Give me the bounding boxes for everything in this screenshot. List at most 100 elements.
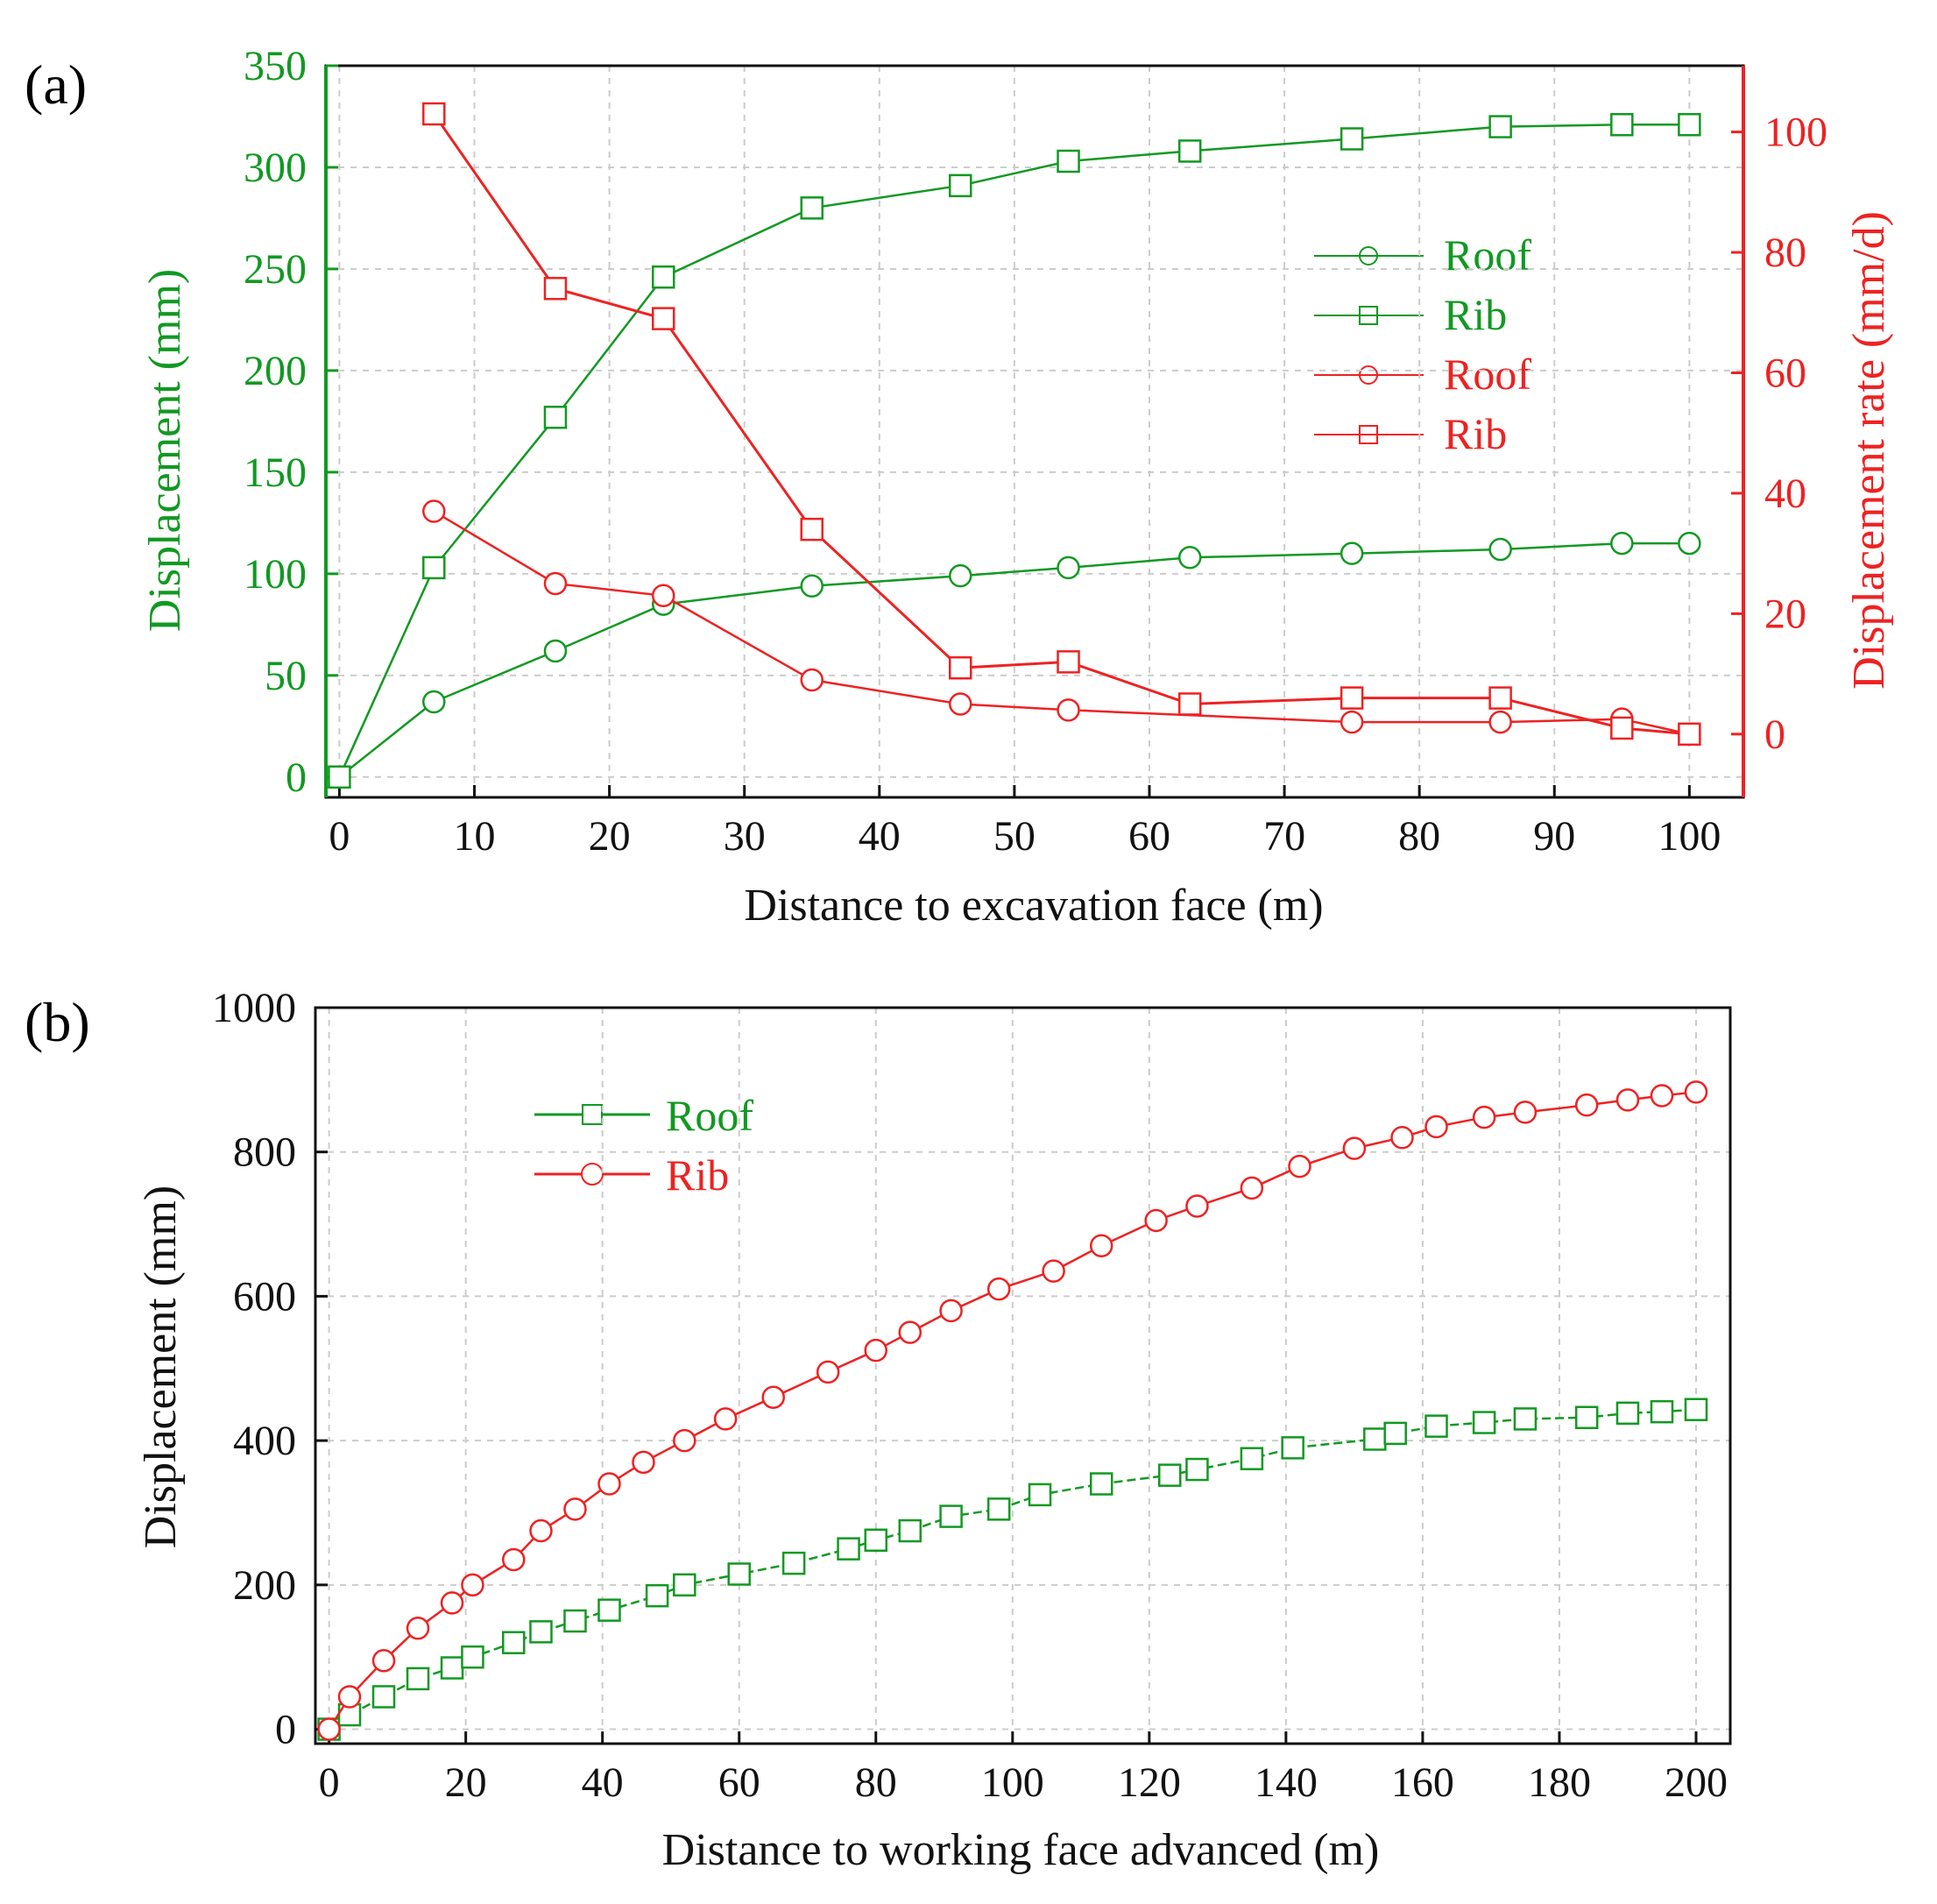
panel-a-series-red-rib-point	[1057, 650, 1080, 674]
legend-b-roof-label: Roof	[666, 1091, 753, 1140]
panel-b-series-red-rib-point	[502, 1547, 526, 1572]
legend-b-roof-marker	[582, 1104, 603, 1125]
panel-a-y-tick-label: 0	[286, 754, 307, 801]
panel-b-series-red-rib-point	[1288, 1154, 1311, 1178]
panel-a-series-red-roof-point	[1340, 710, 1364, 734]
panel-b-series-green-roof-point	[461, 1645, 484, 1669]
panel-b-series-green-roof-point	[645, 1583, 669, 1608]
panel-a-y2-tick-label: 20	[1764, 591, 1806, 637]
panel-b-series-green-roof-point	[1281, 1436, 1304, 1460]
panel-b-x-tick-label: 160	[1391, 1759, 1454, 1806]
panel-b-series-green-roof-point	[673, 1573, 696, 1597]
panel-a-series-green-rib-point	[1610, 113, 1634, 137]
panel-b-x-axis-label: Distance to working face advanced (m)	[662, 1825, 1380, 1875]
panel-b-series-green-roof-point	[1157, 1463, 1182, 1487]
panel-b-series-red-rib-point	[461, 1573, 484, 1597]
panel-a-y2-tick-label: 0	[1764, 711, 1785, 758]
panel-b-x-tick-label: 180	[1528, 1759, 1591, 1806]
panel-a-series-red-roof-point	[1488, 710, 1512, 734]
panel-b-series-red-rib-point	[939, 1299, 963, 1323]
panel-a-series-red-rib-point	[422, 102, 446, 126]
panel-a-left-y-axis-label: Displacement (mm)	[140, 269, 190, 632]
panel-b-x-tick-label: 140	[1255, 1759, 1318, 1806]
panel-a-x-tick-label: 30	[724, 813, 766, 860]
panel-a-x-tick-label: 40	[859, 813, 901, 860]
panel-a-series-red-roof-point	[800, 668, 824, 692]
panel-b-series-green-roof-point	[864, 1528, 888, 1553]
panel-b-series-green-roof-point	[502, 1631, 526, 1654]
panel-b-series-red-rib-point	[371, 1649, 396, 1673]
panel-b-series-red-rib-point	[1472, 1105, 1496, 1129]
panel-a-series-green-roof-point	[1488, 537, 1512, 562]
panel-b-series-red-rib-point	[761, 1385, 785, 1409]
panel-b-series-red-rib-point	[1144, 1208, 1168, 1233]
panel-a-series-green-rib-point	[1177, 139, 1202, 163]
panel-a-series-red-rib-point	[1488, 686, 1512, 710]
panel-b-series-red-rib-point	[816, 1360, 840, 1384]
panel-b-series-red-rib-point	[337, 1685, 362, 1709]
panel-b-plot-frame	[314, 1006, 1732, 1745]
panel-a-legend: Roof Rib Roof Rib	[1314, 230, 1531, 458]
panel-b-series-green-roof-point	[1240, 1447, 1264, 1470]
panel-b-series-green-roof-point	[371, 1685, 396, 1709]
panel-b-series-green-roof-point	[727, 1562, 751, 1586]
panel-a-series-green-roof-point	[948, 563, 972, 588]
panel-b-series-green-roof-point	[837, 1537, 860, 1561]
panel-a-series-red-roof	[422, 499, 1701, 747]
panel-b-series-green-roof-point	[1574, 1405, 1599, 1430]
panel-a-y-tick-label: 100	[244, 551, 307, 598]
panel-a-series-red-roof-point	[1057, 698, 1080, 722]
panel-a-y-tick-label: 200	[244, 348, 307, 394]
legend-a-rib-rate-label: Rib	[1444, 409, 1507, 458]
panel-b-series-green-roof-point	[986, 1497, 1011, 1521]
panel-b-y-tick-label: 600	[233, 1273, 296, 1320]
panel-b-series-green-roof-point	[1185, 1457, 1209, 1482]
panel-a-series-red-rib	[422, 102, 1701, 747]
panel-b-series-green-roof-point	[1684, 1398, 1708, 1421]
panel-b-series-red-rib-point	[1390, 1125, 1414, 1150]
panel-a-series-green-roof-point	[800, 574, 824, 598]
legend-a-roof-rate-label: Roof	[1444, 350, 1531, 399]
panel-a-right-y-axis-label: Displacement rate (mm/d)	[1844, 211, 1894, 690]
panel-a-y2-tick-label: 80	[1764, 230, 1806, 276]
legend-a-roof-disp-marker	[1359, 246, 1378, 265]
panel-b-series-red-rib-point	[597, 1472, 621, 1496]
panel-a-series-red-rib-point	[800, 517, 824, 541]
panel-b-series-red-rib-point	[713, 1407, 738, 1431]
panel-a-series-red-rib-point	[1610, 716, 1634, 740]
panel-b-series-red-rib-point	[673, 1428, 696, 1453]
panel-a-label: (a)	[25, 53, 87, 116]
panel-b-x-tick-label: 80	[855, 1759, 897, 1806]
legend-a-roof-disp-label: Roof	[1444, 230, 1531, 280]
panel-b-series-red-rib-point	[406, 1616, 430, 1640]
panel-a-y2-tick-label: 60	[1764, 350, 1806, 396]
panel-a-y-tick-label: 150	[244, 449, 307, 496]
panel-b-series-green-roof-point	[597, 1598, 621, 1622]
panel-a-series-green-roof-point	[1177, 546, 1202, 570]
panel-a-y-tick-label: 50	[265, 653, 307, 699]
panel-a-series-green-roof-point	[1610, 531, 1634, 556]
panel-a-y2-tick-label: 40	[1764, 471, 1806, 517]
panel-a-series-red-rib-point	[948, 655, 972, 680]
panel-a-series-green-roof-line	[338, 541, 1690, 778]
panel-b-y-tick-label: 0	[275, 1707, 296, 1753]
panel-a-y2-tick-label: 100	[1764, 110, 1827, 156]
panel-b-legend: Roof Rib	[534, 1091, 753, 1200]
panel-b-series-green-roof-point	[529, 1620, 553, 1644]
panel-b-series-green-roof-point	[1089, 1472, 1113, 1496]
panel-a-x-axis-label: Distance to excavation face (m)	[744, 881, 1323, 931]
panel-b-series-red-rib-point	[440, 1591, 464, 1615]
panel-a-series-green-roof-point	[1057, 556, 1080, 580]
panel-b-series-green-roof-point	[406, 1667, 430, 1691]
panel-a-series-red-roof-point	[422, 499, 446, 523]
panel-b-x-tick-label: 0	[319, 1759, 340, 1806]
panel-a-x-tick-label: 20	[589, 813, 631, 860]
panel-a-series-green-rib-point	[1057, 149, 1080, 173]
plot-layers: 0 10 20 30 40 50 60 70 80 90 100050100150200250300…	[212, 43, 1827, 1806]
panel-a-series-green-rib-point	[800, 196, 824, 220]
panel-b-series-green-roof-point	[898, 1518, 923, 1543]
panel-a-x-tick-label: 10	[454, 813, 496, 860]
panel-a-series-green-rib	[328, 113, 1701, 789]
panel-b-series-red-rib-point	[1574, 1093, 1599, 1117]
panel-a-series-green-rib-point	[422, 556, 446, 580]
